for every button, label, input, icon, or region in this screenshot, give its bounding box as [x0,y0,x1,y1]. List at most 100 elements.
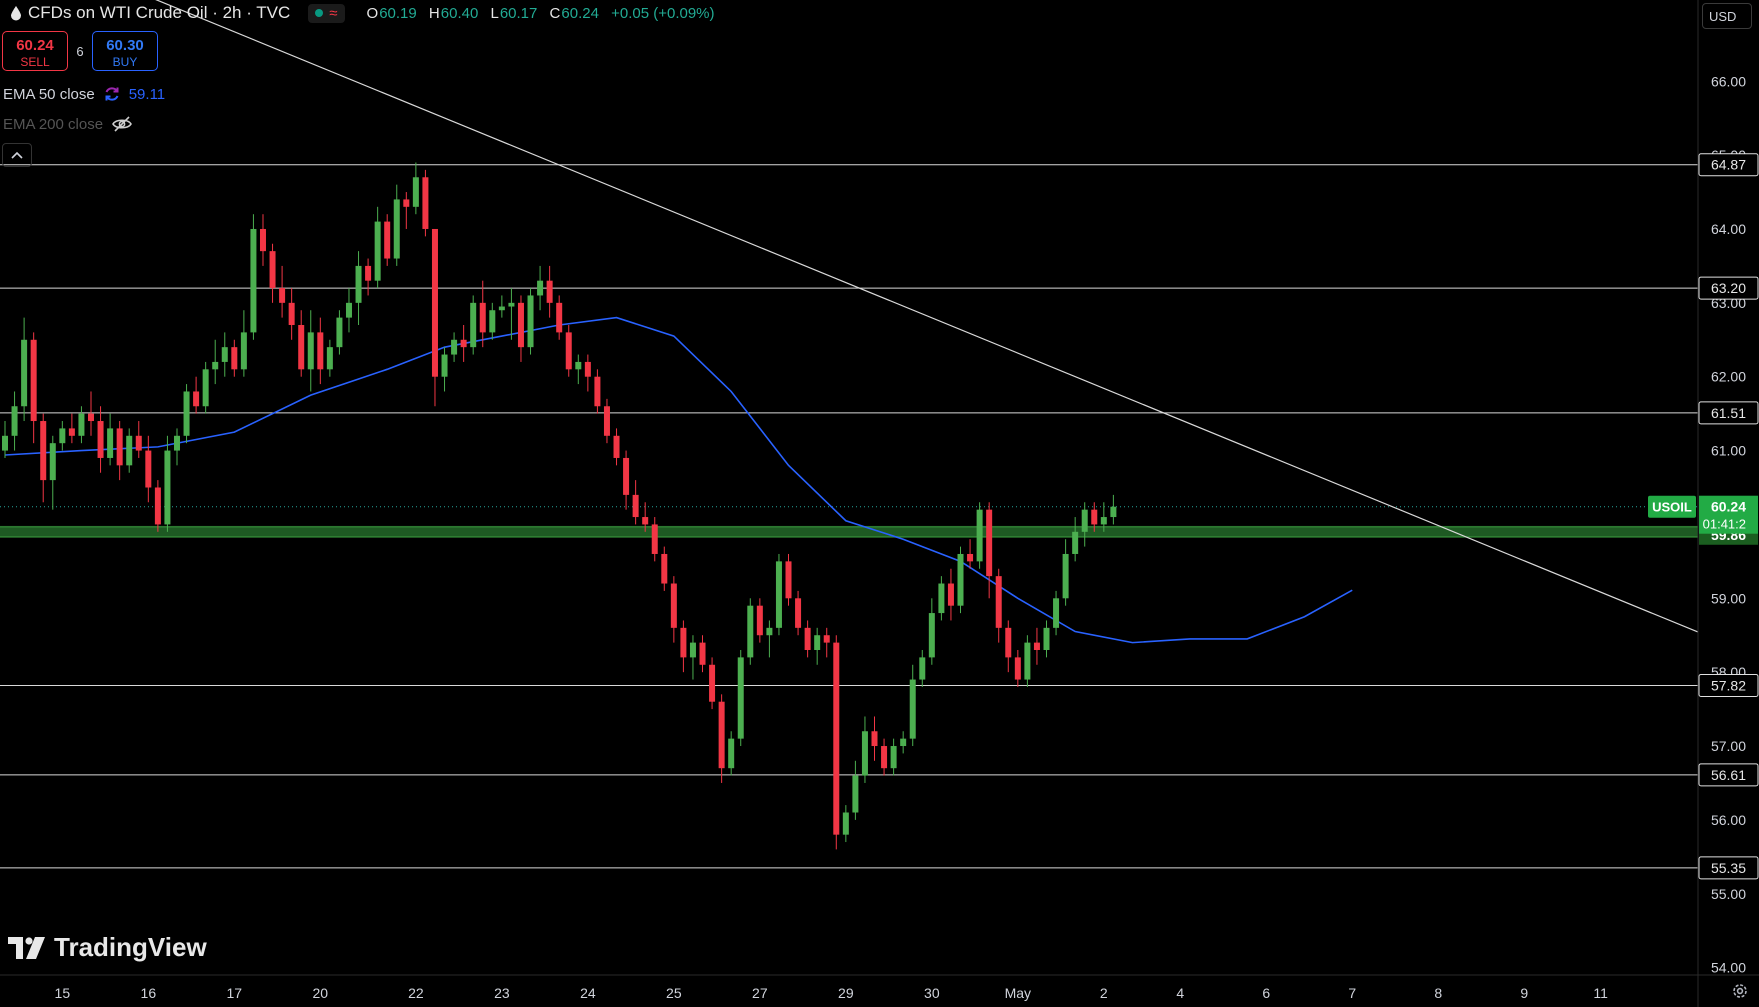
settings-icon[interactable] [1731,982,1749,1000]
candle [957,546,964,614]
candle [852,760,859,820]
x-tick-label: 20 [313,985,329,1001]
candle-body [565,332,572,370]
candle [527,288,534,355]
candle [431,228,438,407]
eye-hidden-icon[interactable] [111,115,133,133]
candles [2,162,1117,850]
collapse-legend-button[interactable] [2,143,32,167]
open-value: 60.19 [379,4,417,22]
candle-body [603,406,610,436]
candle [709,657,716,710]
candle [642,502,649,532]
sell-label: SELL [20,55,50,69]
candle [460,325,467,362]
candle [202,361,209,414]
candle [623,450,630,510]
candle [995,568,1002,643]
candle-body [212,361,219,370]
candle-body [231,347,238,370]
x-tick-label: 7 [1348,985,1356,1001]
candle-body [938,583,945,614]
candle-body [909,679,916,739]
candle [498,295,505,318]
candle-body [384,221,391,259]
candle-body [412,177,419,207]
candle-body [1033,642,1040,650]
market-open-icon [315,9,324,17]
candle [537,265,544,311]
candle-body [1024,642,1031,680]
candle-body [21,339,28,407]
candle [193,376,200,414]
candle [326,339,333,377]
candle-body [900,738,907,747]
x-tick-label: 27 [752,985,768,1001]
candle [21,317,28,422]
candle-body [1072,531,1079,554]
buy-button[interactable]: 60.30 BUY [92,31,158,71]
refresh-icon[interactable] [103,85,121,103]
ema50-value: 59.11 [128,85,166,103]
candle [173,428,180,466]
candle-body [460,339,467,348]
candle-body [842,812,849,835]
tradingview-logo: TradingView [8,932,207,963]
market-status[interactable]: ≈ [308,3,345,23]
buy-price: 60.30 [106,37,144,54]
candle [1072,517,1079,562]
y-tick-label: 59.00 [1711,590,1746,606]
candle [164,435,171,532]
candle-body [833,642,840,835]
symbol-title[interactable]: CFDs on WTI Crude Oil · 2h · TVC [28,3,291,22]
candle [947,568,954,621]
level-badge [1698,276,1759,300]
candle-body [30,339,37,422]
candle [823,627,830,658]
candle-body [451,339,458,355]
candle-body [326,347,333,370]
candle-body [699,642,706,665]
level-badge-label: 63.20 [1711,280,1746,296]
candle [212,339,219,385]
candle [97,406,104,473]
candle [651,517,658,562]
candle [689,635,696,680]
candle [1081,502,1088,547]
candle [49,435,56,510]
level-badge-label: 55.35 [1711,860,1746,876]
horizontal-levels [0,164,1698,869]
candle-body [307,332,314,370]
candle-body [919,657,926,680]
candle [517,295,524,362]
sell-button[interactable]: 60.24 SELL [2,31,68,71]
candle-body [1091,509,1098,525]
candle [508,288,515,340]
level-badge-label: 56.61 [1711,767,1746,783]
candle [594,369,601,414]
indicator-ema200[interactable]: EMA 200 close [3,115,133,133]
candle-body [613,435,620,458]
x-tick-label: 15 [55,985,71,1001]
candle-body [795,598,802,628]
candle [116,421,123,481]
candle [967,539,974,569]
candle-body [556,302,563,333]
candle [78,406,85,444]
candle [661,546,668,591]
candle [890,738,897,776]
candle [441,347,448,392]
candle [1062,539,1069,606]
candle [976,502,983,569]
x-tick-label: 16 [141,985,157,1001]
candle [11,391,18,451]
candle-body [173,435,180,451]
candle-body [279,288,286,303]
candle-body [164,450,171,525]
indicator-ema50[interactable]: EMA 50 close 59.11 [3,85,165,103]
candle [909,664,916,747]
x-tick-label: 4 [1176,985,1184,1001]
candle [489,302,496,340]
currency-button[interactable]: USD [1702,3,1752,29]
